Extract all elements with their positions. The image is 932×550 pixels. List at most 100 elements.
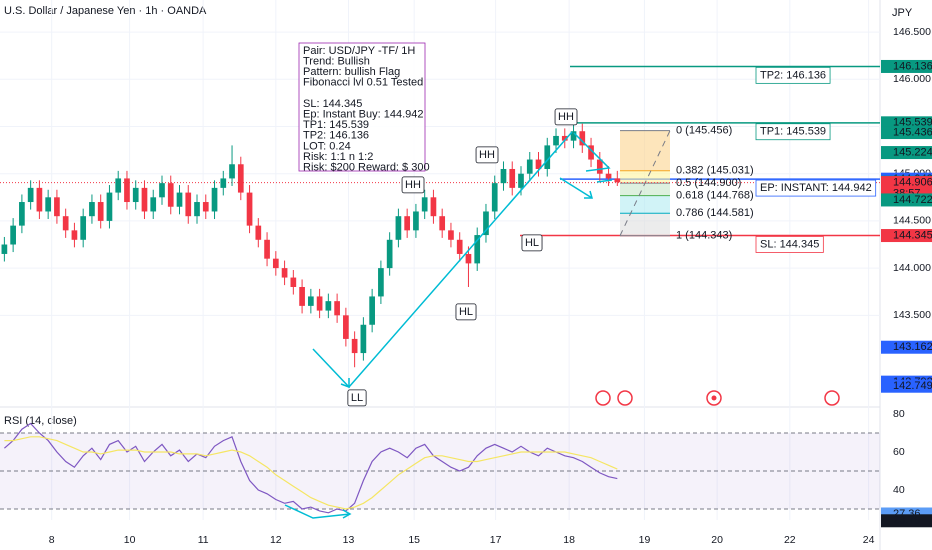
x-tick-label: 24 bbox=[863, 534, 875, 546]
candle-body bbox=[97, 202, 104, 221]
x-tick-label: 15 bbox=[408, 534, 420, 546]
candle-body bbox=[290, 277, 297, 287]
event-dot bbox=[711, 395, 717, 401]
note-line: Trend: Bullish bbox=[303, 56, 370, 68]
candle-body bbox=[404, 216, 411, 231]
level-label: EP: INSTANT: 144.942 bbox=[760, 182, 872, 194]
fib-label: 0.786 (144.581) bbox=[676, 207, 754, 219]
arrow-head bbox=[340, 378, 350, 389]
candle-body bbox=[518, 173, 524, 188]
note-line: Pattern: bullish Flag bbox=[303, 66, 400, 78]
rsi-panel bbox=[0, 410, 880, 520]
note-line: Risk: 1:1 n 1:2 bbox=[303, 151, 373, 163]
event-icon[interactable] bbox=[617, 390, 633, 406]
x-tick-label: 13 bbox=[343, 534, 355, 546]
event-icon[interactable] bbox=[824, 390, 840, 406]
candle-body bbox=[553, 135, 559, 146]
price-badge bbox=[881, 59, 932, 73]
candle-body bbox=[246, 192, 253, 226]
pattern-label-box bbox=[347, 389, 367, 407]
flag-arrow-end bbox=[596, 179, 613, 183]
note-line: SL: 144.345 bbox=[303, 98, 362, 110]
fib-zone bbox=[620, 195, 670, 214]
level-label-box bbox=[755, 179, 877, 197]
candle-body bbox=[526, 159, 533, 174]
candle-body bbox=[176, 192, 183, 207]
arrow-head bbox=[342, 509, 352, 519]
candle-body bbox=[605, 173, 612, 179]
price-badge-label: 142.749 bbox=[893, 380, 932, 392]
candle-body bbox=[167, 183, 174, 207]
price-badge-label: 143.162 bbox=[893, 341, 932, 353]
candle-body bbox=[570, 131, 577, 141]
candle-body bbox=[27, 187, 34, 203]
fib-trend-line bbox=[619, 130, 671, 236]
price-badge bbox=[881, 379, 932, 393]
price-badge-label: 144.722 bbox=[893, 194, 932, 206]
candle-body bbox=[1, 244, 8, 254]
event-icons bbox=[595, 390, 840, 406]
candle-body bbox=[351, 338, 358, 354]
candle-body bbox=[132, 187, 139, 203]
candle-body bbox=[343, 315, 349, 339]
candle-body bbox=[255, 225, 262, 240]
price-badge-label: 145.436 bbox=[893, 126, 932, 138]
fib-zone bbox=[620, 213, 670, 236]
rsi-tick-label: 40 bbox=[893, 484, 905, 496]
y-tick-label: 146.000 bbox=[893, 73, 931, 85]
candle-body bbox=[413, 211, 419, 231]
candle-body bbox=[308, 296, 314, 306]
fib-label: 0.382 (145.031) bbox=[676, 165, 754, 177]
level-label-box bbox=[755, 123, 831, 141]
candle-body bbox=[80, 216, 87, 240]
note-line: TP2: 146.136 bbox=[303, 130, 369, 142]
candle-body bbox=[544, 145, 551, 169]
price-badge-label: 144.906 bbox=[893, 176, 932, 188]
candle-body bbox=[54, 197, 60, 217]
price-badge-label: 146.136 bbox=[893, 60, 932, 72]
candle-body bbox=[386, 239, 393, 269]
candle-body bbox=[588, 145, 594, 160]
y-tick-label: 144.500 bbox=[893, 215, 931, 227]
price-badge bbox=[881, 126, 932, 140]
candle-body bbox=[561, 135, 568, 141]
candle-body bbox=[141, 187, 148, 212]
pattern-label-box bbox=[455, 303, 477, 321]
candle-body bbox=[465, 253, 472, 264]
pattern-label: HH bbox=[405, 179, 421, 191]
flag-arrow-lower bbox=[559, 177, 593, 199]
candle-body bbox=[596, 159, 603, 174]
candle-body bbox=[378, 268, 384, 297]
candle-body bbox=[299, 286, 305, 306]
candle-body bbox=[10, 225, 16, 245]
x-tick-label: 18 bbox=[563, 534, 575, 546]
candle-body bbox=[185, 192, 192, 217]
event-icon[interactable] bbox=[595, 390, 611, 406]
level-label-box bbox=[755, 66, 831, 84]
fib-label: 0 (145.456) bbox=[676, 125, 732, 137]
candle-body bbox=[395, 216, 402, 240]
candle-body bbox=[115, 178, 122, 193]
rsi-line bbox=[4, 436, 618, 510]
x-tick-label: 12 bbox=[270, 534, 282, 546]
x-tick-label: 19 bbox=[639, 534, 651, 546]
price-badge bbox=[881, 229, 932, 243]
candle-body bbox=[62, 216, 69, 231]
candle-body bbox=[124, 178, 130, 203]
flag-arrow bbox=[573, 132, 611, 172]
candle-body bbox=[491, 183, 498, 212]
price-badge bbox=[881, 146, 932, 160]
candle-body bbox=[614, 178, 621, 183]
fib-zone bbox=[620, 130, 670, 171]
candle-body bbox=[369, 296, 375, 325]
note-line: TP1: 145.539 bbox=[303, 119, 369, 131]
rsi-badge bbox=[881, 514, 932, 528]
candle-body bbox=[150, 197, 157, 212]
price-badge-label: 144.345 bbox=[893, 229, 932, 241]
level-label-box bbox=[755, 236, 824, 253]
note-line: Ep: Instant Buy: 144.942 bbox=[303, 109, 423, 121]
x-tick-label: 17 bbox=[490, 534, 502, 546]
pattern-label: HL bbox=[459, 306, 473, 318]
x-tick-label: 20 bbox=[711, 534, 723, 546]
